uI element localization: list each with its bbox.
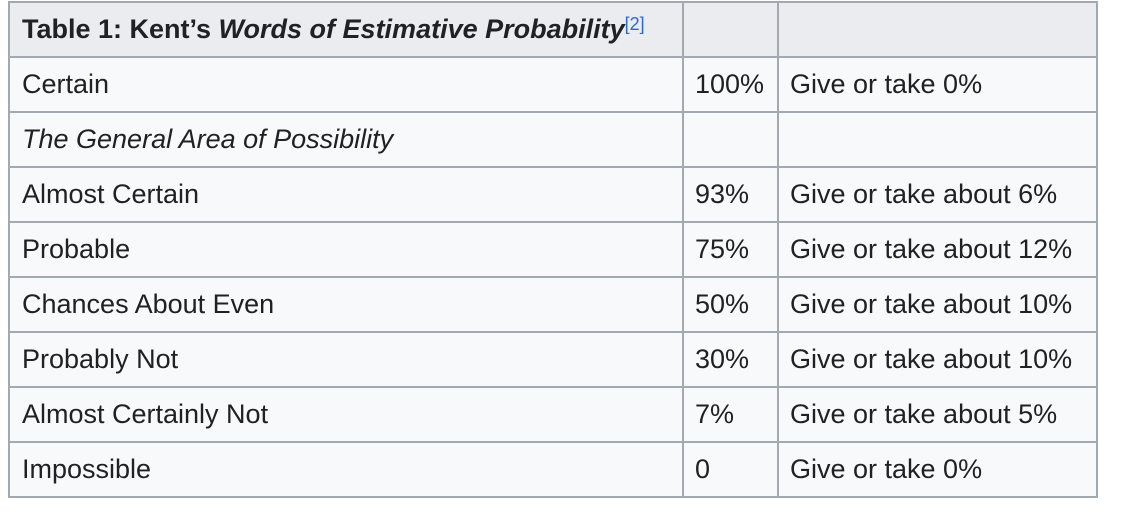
table-row: Impossible 0 Give or take 0% xyxy=(8,441,1098,498)
range-cell: Give or take about 10% xyxy=(777,276,1098,333)
range-cell: Give or take about 10% xyxy=(777,331,1098,388)
term-cell: Chances About Even xyxy=(8,276,684,333)
table-row: Almost Certainly Not 7% Give or take abo… xyxy=(8,386,1098,443)
range-cell: Give or take about 6% xyxy=(777,166,1098,223)
percent-cell xyxy=(682,111,779,168)
range-cell: Give or take 0% xyxy=(777,56,1098,113)
percent-cell: 30% xyxy=(682,331,779,388)
table-row: Probable 75% Give or take about 12% xyxy=(8,221,1098,278)
kent-estimative-probability-table: Table 1: Kent’s Words of Estimative Prob… xyxy=(8,1,1098,498)
citation-link[interactable]: [2] xyxy=(624,13,645,34)
percent-cell: 100% xyxy=(682,56,779,113)
section-row: The General Area of Possibility xyxy=(8,111,1098,168)
range-cell: Give or take about 5% xyxy=(777,386,1098,443)
range-cell: Give or take 0% xyxy=(777,441,1098,498)
header-cell-range xyxy=(777,1,1098,58)
caption-prefix: Table 1: Kent’s xyxy=(22,13,219,44)
table-header-row: Table 1: Kent’s Words of Estimative Prob… xyxy=(8,1,1098,58)
table-row: Certain 100% Give or take 0% xyxy=(8,56,1098,113)
range-cell: Give or take about 12% xyxy=(777,221,1098,278)
term-cell: Certain xyxy=(8,56,684,113)
percent-cell: 7% xyxy=(682,386,779,443)
percent-cell: 0 xyxy=(682,441,779,498)
percent-cell: 75% xyxy=(682,221,779,278)
term-cell: Almost Certain xyxy=(8,166,684,223)
term-cell: Probable xyxy=(8,221,684,278)
percent-cell: 93% xyxy=(682,166,779,223)
table-row: Almost Certain 93% Give or take about 6% xyxy=(8,166,1098,223)
range-cell xyxy=(777,111,1098,168)
term-cell: Impossible xyxy=(8,441,684,498)
percent-cell: 50% xyxy=(682,276,779,333)
section-heading-cell: The General Area of Possibility xyxy=(8,111,684,168)
caption-title: Words of Estimative Probability xyxy=(218,13,625,44)
table-row: Chances About Even 50% Give or take abou… xyxy=(8,276,1098,333)
header-cell-percent xyxy=(682,1,779,58)
term-cell: Almost Certainly Not xyxy=(8,386,684,443)
term-cell: Probably Not xyxy=(8,331,684,388)
table-row: Probably Not 30% Give or take about 10% xyxy=(8,331,1098,388)
table-caption: Table 1: Kent’s Words of Estimative Prob… xyxy=(8,1,684,58)
